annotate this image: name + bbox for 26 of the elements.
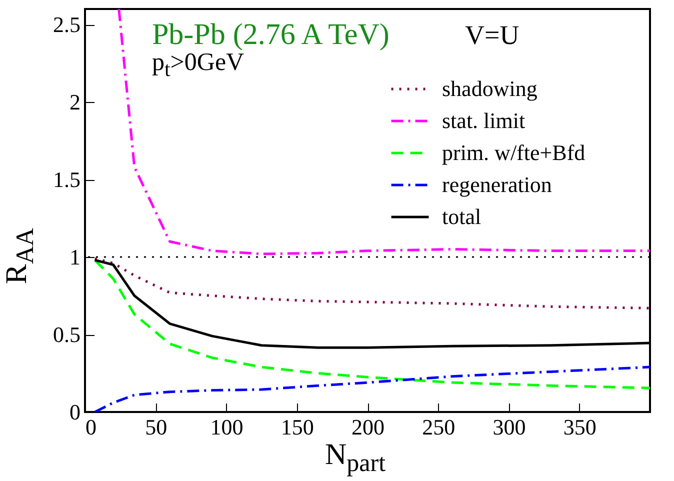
x-tick-label: 50 bbox=[145, 414, 168, 440]
annotation: V=U bbox=[465, 20, 520, 50]
y-tick-label: 0.5 bbox=[53, 322, 80, 347]
line-series bbox=[94, 366, 650, 412]
legend-label: prim. w/fte+Bfd bbox=[442, 140, 586, 165]
line-series bbox=[94, 258, 650, 390]
line-series bbox=[94, 257, 650, 310]
y-tick-label: 2.5 bbox=[53, 12, 80, 37]
y-tick-label: 2 bbox=[70, 90, 80, 114]
line-series bbox=[118, 9, 650, 256]
x-tick-label: 300 bbox=[492, 414, 526, 440]
annotation: p$_{t}$>0GeV bbox=[152, 49, 244, 81]
legend-label: shadowing bbox=[442, 76, 538, 101]
legend-label: regeneration bbox=[442, 172, 552, 197]
x-tick-label: 0 bbox=[86, 414, 96, 440]
x-tick-label: 150 bbox=[280, 414, 314, 440]
x-axis-title: N$_{part}$ bbox=[325, 438, 386, 477]
y-tick-label: 1 bbox=[70, 244, 80, 270]
legend-label: stat. limit bbox=[442, 108, 526, 133]
legend-label: total bbox=[442, 204, 482, 229]
chart-title: Pb-Pb (2.76 A TeV) bbox=[152, 18, 390, 51]
x-tick-label: 350 bbox=[563, 414, 596, 440]
y-tick-label: 1.5 bbox=[53, 167, 80, 192]
x-tick-label: 200 bbox=[352, 414, 384, 440]
x-tick-label: 250 bbox=[422, 414, 456, 440]
x-tick-label: 100 bbox=[210, 414, 244, 440]
